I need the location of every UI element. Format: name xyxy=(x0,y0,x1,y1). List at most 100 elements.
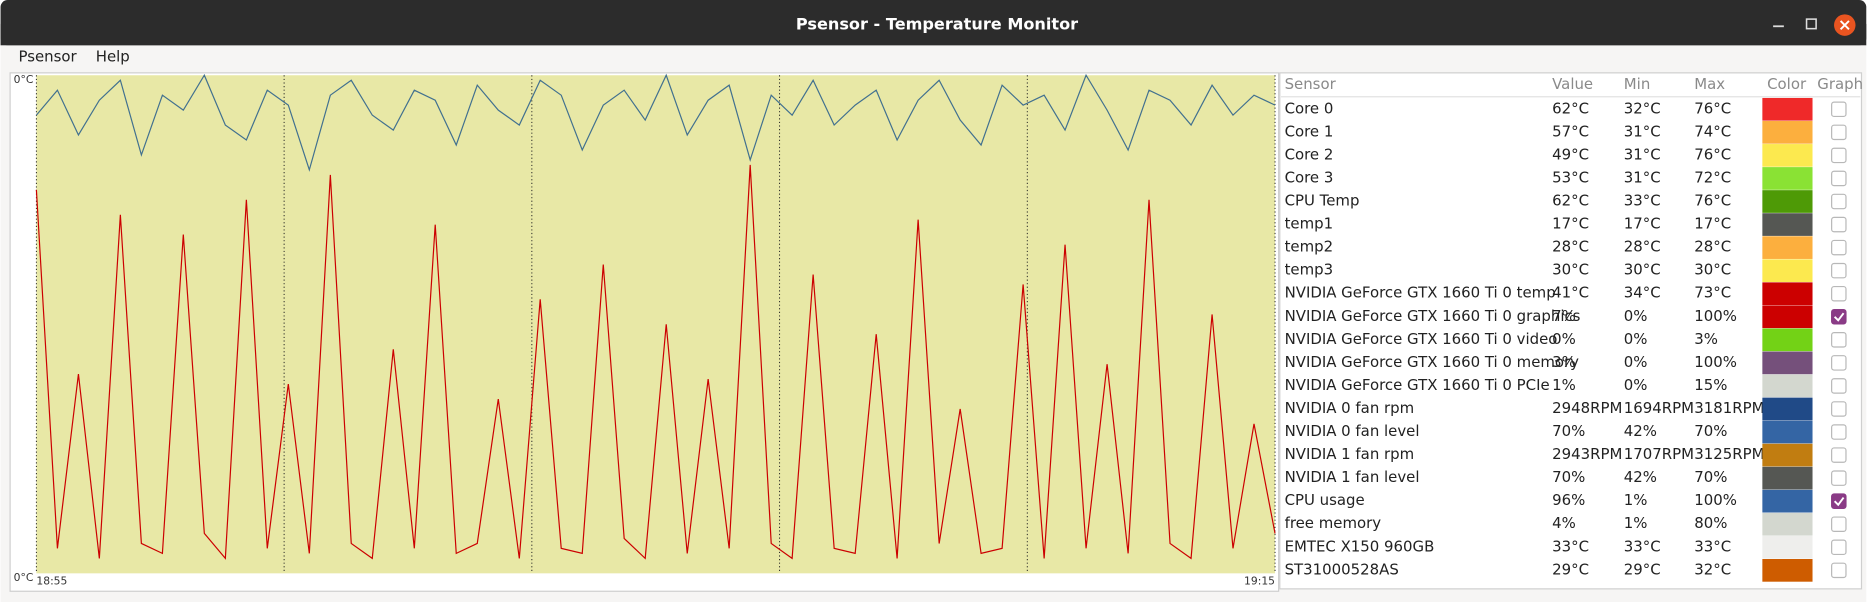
sensor-row[interactable]: temp3 30°C 30°C 30°C xyxy=(1285,259,1847,283)
cell-sensor: temp1 xyxy=(1285,215,1334,233)
sensor-row[interactable]: ST31000528AS 29°C 29°C 32°C xyxy=(1285,559,1847,582)
sensor-row[interactable]: free memory 4% 1% 80% xyxy=(1285,512,1847,536)
graph-checkbox[interactable] xyxy=(1831,332,1847,348)
column-header[interactable]: Value xyxy=(1552,75,1593,93)
color-swatch[interactable] xyxy=(1762,420,1813,444)
graph-checkbox[interactable] xyxy=(1831,216,1847,233)
color-swatch[interactable] xyxy=(1762,466,1813,490)
sensor-row[interactable]: EMTEC X150 960GB 33°C 33°C 33°C xyxy=(1285,535,1847,559)
graph-checkbox[interactable] xyxy=(1831,170,1847,187)
color-swatch[interactable] xyxy=(1762,167,1813,190)
sensor-row[interactable]: Core 3 53°C 31°C 72°C xyxy=(1285,167,1847,190)
cell-max: 15% xyxy=(1694,376,1727,394)
graph-checkbox[interactable] xyxy=(1831,493,1847,509)
cell-min: 33°C xyxy=(1624,192,1661,210)
color-swatch[interactable] xyxy=(1762,97,1813,121)
color-swatch[interactable] xyxy=(1762,328,1813,352)
cell-min: 17°C xyxy=(1624,215,1661,233)
sensor-row[interactable]: Core 2 49°C 31°C 76°C xyxy=(1285,144,1847,167)
cell-min: 42% xyxy=(1624,468,1657,486)
column-header[interactable]: Color xyxy=(1767,75,1807,93)
cell-value: 3% xyxy=(1552,353,1576,371)
graph-checkbox[interactable] xyxy=(1831,562,1847,579)
color-swatch[interactable] xyxy=(1762,213,1813,236)
cell-sensor: Core 2 xyxy=(1285,145,1334,163)
sensor-row[interactable]: NVIDIA 0 fan rpm 2948RPM 1694RPM 3181RPM xyxy=(1285,397,1847,421)
sensor-row[interactable]: CPU Temp 62°C 33°C 76°C xyxy=(1285,190,1847,213)
cell-value: 2948RPM xyxy=(1552,399,1622,417)
color-swatch[interactable] xyxy=(1762,397,1813,421)
graph-checkbox[interactable] xyxy=(1831,124,1847,141)
cell-sensor: temp2 xyxy=(1285,238,1334,256)
cell-max: 3% xyxy=(1694,330,1718,348)
graph-checkbox[interactable] xyxy=(1831,147,1847,164)
color-swatch[interactable] xyxy=(1762,305,1813,329)
cell-sensor: EMTEC X150 960GB xyxy=(1285,537,1435,555)
sensor-row[interactable]: NVIDIA 1 fan level 70% 42% 70% xyxy=(1285,466,1847,490)
cell-min: 1707RPM xyxy=(1624,445,1694,463)
graph-checkbox[interactable] xyxy=(1831,516,1847,533)
plot-area xyxy=(36,75,1276,574)
close-button[interactable] xyxy=(1834,14,1856,36)
color-swatch[interactable] xyxy=(1762,489,1813,513)
cell-max: 70% xyxy=(1694,422,1727,440)
color-swatch[interactable] xyxy=(1762,282,1813,306)
cell-value: 7% xyxy=(1552,307,1576,325)
sensor-row[interactable]: Core 1 57°C 31°C 74°C xyxy=(1285,120,1847,144)
color-swatch[interactable] xyxy=(1762,190,1813,213)
color-swatch[interactable] xyxy=(1762,374,1813,398)
menu-item[interactable]: Help xyxy=(96,47,130,65)
cell-max: 33°C xyxy=(1694,537,1731,555)
graph-checkbox[interactable] xyxy=(1831,470,1847,486)
menu-item[interactable]: Psensor xyxy=(18,47,77,65)
graph-checkbox[interactable] xyxy=(1831,101,1847,118)
sensor-row[interactable]: NVIDIA GeForce GTX 1660 Ti 0 PCIe 1% 0% 15% xyxy=(1285,374,1847,398)
cell-min: 31°C xyxy=(1624,122,1661,140)
cell-min: 1% xyxy=(1624,491,1648,509)
x-start-label: 18:55 xyxy=(36,575,67,588)
color-swatch[interactable] xyxy=(1762,512,1813,536)
column-header[interactable]: Sensor xyxy=(1285,75,1337,93)
cell-value: 28°C xyxy=(1552,238,1589,256)
sensor-row[interactable]: CPU usage 96% 1% 100% xyxy=(1285,489,1847,513)
color-swatch[interactable] xyxy=(1762,144,1813,167)
column-header[interactable]: Max xyxy=(1694,75,1725,93)
sensor-row[interactable]: temp1 17°C 17°C 17°C xyxy=(1285,213,1847,236)
graph-checkbox[interactable] xyxy=(1831,309,1847,325)
graph-checkbox[interactable] xyxy=(1831,239,1847,256)
color-swatch[interactable] xyxy=(1762,535,1813,559)
color-swatch[interactable] xyxy=(1762,120,1813,144)
sensor-row[interactable]: NVIDIA 1 fan rpm 2943RPM 1707RPM 3125RPM xyxy=(1285,443,1847,467)
graph-checkbox[interactable] xyxy=(1831,285,1847,302)
cell-sensor: NVIDIA 1 fan level xyxy=(1285,468,1420,486)
color-swatch[interactable] xyxy=(1762,443,1813,467)
graph-checkbox[interactable] xyxy=(1831,401,1847,417)
sensor-row[interactable]: Core 0 62°C 32°C 76°C xyxy=(1285,97,1847,121)
cell-max: 76°C xyxy=(1694,192,1731,210)
maximize-button[interactable] xyxy=(1805,18,1817,30)
graph-checkbox[interactable] xyxy=(1831,447,1847,463)
cell-max: 100% xyxy=(1694,353,1737,371)
graph-checkbox[interactable] xyxy=(1831,193,1847,210)
graph-checkbox[interactable] xyxy=(1831,424,1847,440)
column-header[interactable]: Graph xyxy=(1817,75,1863,93)
cell-value: 2943RPM xyxy=(1552,445,1622,463)
sensor-row[interactable]: temp2 28°C 28°C 28°C xyxy=(1285,236,1847,259)
graph-checkbox[interactable] xyxy=(1831,262,1847,279)
graph-checkbox[interactable] xyxy=(1831,539,1847,556)
color-swatch[interactable] xyxy=(1762,259,1813,283)
color-swatch[interactable] xyxy=(1762,236,1813,259)
cell-max: 3181RPM xyxy=(1694,399,1764,417)
graph-checkbox[interactable] xyxy=(1831,355,1847,371)
column-header[interactable]: Min xyxy=(1624,75,1650,93)
sensor-row[interactable]: NVIDIA 0 fan level 70% 42% 70% xyxy=(1285,420,1847,444)
graph-checkbox[interactable] xyxy=(1831,378,1847,394)
color-swatch[interactable] xyxy=(1762,559,1813,582)
cell-sensor: free memory xyxy=(1285,514,1382,532)
color-swatch[interactable] xyxy=(1762,351,1813,375)
